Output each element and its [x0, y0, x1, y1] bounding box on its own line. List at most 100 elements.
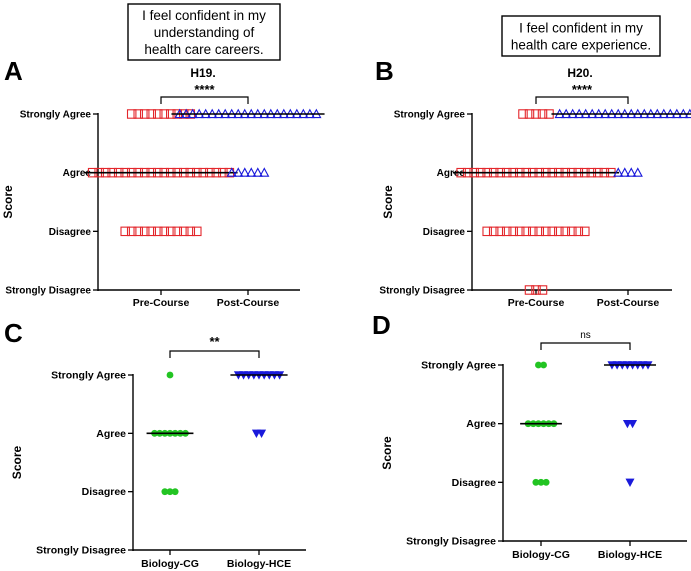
- data-point: [246, 167, 257, 177]
- y-tick-label: Strongly Agree: [51, 370, 126, 382]
- data-point: [152, 226, 163, 237]
- data-point: [482, 226, 492, 237]
- data-point: [146, 226, 156, 237]
- statement-line: I feel confident in my: [519, 21, 643, 36]
- y-tick-label: Agree: [466, 418, 496, 430]
- significance-label: **: [209, 334, 220, 349]
- x-tick-label: Biology-HCE: [227, 558, 291, 570]
- data-point: [233, 167, 244, 177]
- panel-letter: B: [375, 56, 394, 86]
- x-tick-label: Biology-CG: [141, 558, 199, 570]
- significance-label: ****: [194, 82, 215, 97]
- data-point: [547, 226, 558, 237]
- y-tick-label: Agree: [63, 168, 92, 179]
- data-point: [120, 226, 130, 237]
- data-point: [534, 226, 545, 237]
- y-tick-label: Agree: [437, 168, 466, 179]
- data-point: [531, 109, 541, 119]
- data-point: [628, 419, 638, 429]
- data-point: [495, 226, 505, 237]
- significance-label: ****: [572, 82, 593, 97]
- y-tick-label: Strongly Disagree: [379, 286, 465, 297]
- data-point: [541, 226, 551, 237]
- x-tick-label: Pre-Course: [133, 297, 190, 309]
- data-point: [166, 226, 176, 237]
- x-tick-label: Post-Course: [217, 297, 280, 309]
- y-tick-label: Disagree: [49, 227, 92, 238]
- data-point: [139, 109, 150, 119]
- y-axis-label: Score: [381, 185, 395, 219]
- data-point: [560, 226, 571, 237]
- data-point: [632, 167, 643, 177]
- y-tick-label: Strongly Disagree: [36, 545, 126, 557]
- data-point: [524, 285, 535, 295]
- panel-letter: D: [372, 310, 391, 340]
- data-point: [488, 226, 499, 237]
- panel-d: D Strongly Disagree Disagree Agree Strongly …: [372, 310, 687, 561]
- data-point: [133, 226, 143, 237]
- data-point: [619, 167, 630, 177]
- data-point: [508, 226, 518, 237]
- data-point: [166, 371, 174, 379]
- data-point: [159, 226, 170, 237]
- x-tick-label: Post-Course: [597, 297, 660, 309]
- data-point: [625, 478, 635, 487]
- data-point: [139, 226, 150, 237]
- data-point: [567, 226, 577, 237]
- data-point: [152, 109, 163, 119]
- x-tick-label: Pre-Course: [508, 297, 565, 309]
- data-point: [535, 361, 542, 369]
- statement-line: understanding of: [154, 25, 255, 40]
- y-tick-label: Disagree: [452, 477, 497, 489]
- significance-bracket: [535, 96, 629, 104]
- data-point: [532, 478, 540, 486]
- panel-letter: A: [4, 56, 23, 86]
- panel-a: A I feel confident in my understanding of h…: [1, 3, 325, 309]
- significance-bracket: [160, 96, 249, 104]
- data-point: [527, 226, 538, 237]
- data-point: [537, 109, 548, 119]
- panel-letter: C: [4, 318, 23, 348]
- data-point: [518, 109, 528, 119]
- data-point: [501, 226, 512, 237]
- data-point: [573, 226, 584, 237]
- data-point: [126, 109, 137, 119]
- data-point: [166, 488, 174, 496]
- data-point: [613, 167, 624, 177]
- data-point: [226, 167, 237, 177]
- data-point: [626, 167, 637, 177]
- significance-bracket: [169, 350, 260, 358]
- data-point: [239, 167, 250, 177]
- data-point: [521, 226, 531, 237]
- data-point: [146, 109, 156, 119]
- y-axis-label: Score: [380, 436, 394, 470]
- data-point: [185, 226, 196, 237]
- statement-line: I feel confident in my: [142, 8, 266, 23]
- panel-c: C Strongly Disagree Disagree Agree Strongly …: [4, 318, 306, 570]
- y-tick-label: Strongly Agree: [394, 110, 466, 121]
- y-tick-label: Strongly Disagree: [5, 286, 91, 297]
- y-axis-label: Score: [1, 185, 15, 219]
- statement-line: health care careers.: [144, 42, 263, 57]
- y-tick-label: Strongly Agree: [421, 360, 496, 372]
- data-point: [257, 429, 267, 438]
- data-point: [554, 226, 564, 237]
- y-tick-label: Agree: [96, 428, 126, 440]
- data-point: [542, 478, 550, 486]
- statement-box: [501, 15, 661, 57]
- y-tick-label: Strongly Disagree: [406, 536, 496, 548]
- data-point: [537, 285, 548, 295]
- statement-box: [127, 3, 281, 61]
- data-point: [524, 109, 535, 119]
- data-point: [540, 361, 547, 369]
- data-point: [192, 226, 202, 237]
- data-point: [537, 478, 545, 486]
- data-point: [179, 226, 189, 237]
- statement-line: health care experience.: [511, 38, 651, 53]
- data-point: [126, 226, 137, 237]
- data-point: [171, 488, 179, 496]
- data-point: [252, 167, 263, 177]
- significance-bracket: [540, 342, 631, 350]
- data-point: [580, 226, 590, 237]
- y-tick-label: Strongly Agree: [20, 110, 92, 121]
